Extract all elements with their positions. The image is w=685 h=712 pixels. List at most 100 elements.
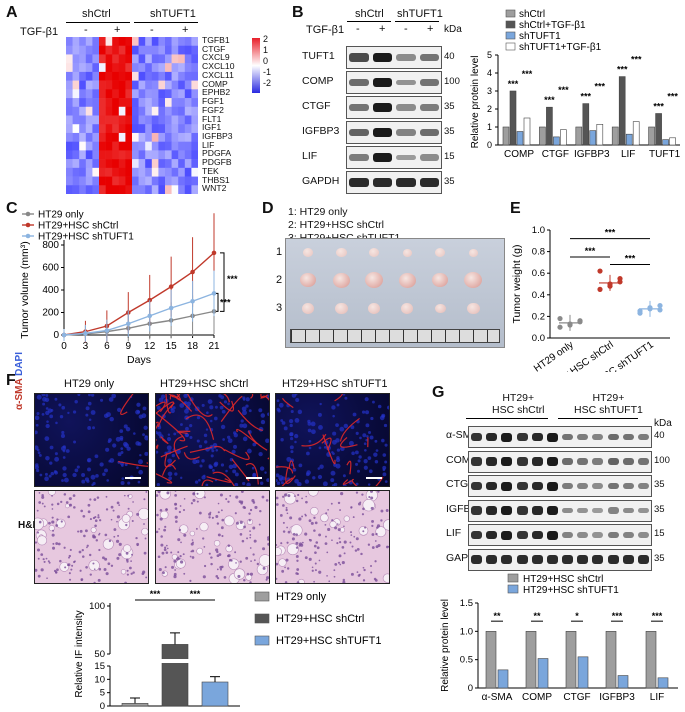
heatmap-cell bbox=[158, 106, 166, 116]
nucleus bbox=[267, 538, 269, 541]
nucleus bbox=[365, 438, 368, 442]
bar bbox=[617, 675, 629, 689]
nucleus bbox=[73, 440, 77, 444]
nucleus bbox=[37, 574, 41, 578]
sma-fiber bbox=[285, 467, 296, 484]
heatmap-cell bbox=[191, 54, 198, 64]
nucleus bbox=[208, 516, 211, 519]
gland bbox=[137, 507, 148, 520]
nucleus bbox=[331, 405, 336, 410]
nucleus bbox=[160, 543, 164, 547]
nucleus bbox=[143, 523, 145, 525]
bar bbox=[575, 126, 583, 146]
bar bbox=[589, 130, 597, 146]
nucleus bbox=[105, 447, 110, 452]
heatmap-cell bbox=[99, 71, 106, 81]
panel-label-d: D bbox=[262, 200, 274, 217]
nucleus bbox=[324, 542, 328, 546]
nucleus bbox=[242, 423, 248, 429]
heatmap-cell bbox=[66, 37, 73, 47]
nucleus bbox=[214, 405, 218, 409]
heatmap-cell bbox=[165, 54, 172, 64]
nucleus bbox=[286, 541, 289, 544]
nucleus bbox=[74, 468, 79, 473]
nucleus bbox=[143, 498, 146, 501]
panel-label-e: E bbox=[510, 200, 521, 217]
gland bbox=[189, 530, 196, 537]
nucleus bbox=[57, 542, 61, 546]
sma-fiber bbox=[177, 430, 191, 434]
significance-mark: *** bbox=[227, 274, 238, 284]
nucleus bbox=[332, 431, 337, 436]
nucleus bbox=[308, 557, 312, 561]
nucleus bbox=[262, 547, 266, 551]
nucleus bbox=[174, 491, 177, 492]
heatmap-cell bbox=[171, 167, 179, 177]
nucleus bbox=[336, 403, 340, 407]
nucleus bbox=[173, 575, 177, 579]
heatmap-cell bbox=[105, 54, 113, 64]
nucleus bbox=[156, 430, 158, 435]
nucleus bbox=[381, 438, 385, 443]
heatmap-cell bbox=[165, 115, 172, 125]
nucleus bbox=[213, 462, 218, 467]
nucleus bbox=[239, 533, 243, 536]
y-axis-label: Relative protein level bbox=[470, 56, 481, 149]
sma-fiber bbox=[267, 457, 269, 460]
nucleus bbox=[170, 551, 173, 554]
heatmap-cell bbox=[99, 141, 106, 151]
he-image-ht29 bbox=[34, 490, 149, 584]
heatmap-cell bbox=[118, 45, 126, 55]
legend-label: HT29+HSC shTUFT1 bbox=[523, 585, 619, 596]
nucleus bbox=[387, 405, 389, 410]
nucleus bbox=[234, 512, 237, 515]
heatmap-cell bbox=[145, 132, 153, 142]
blot-g-bracket bbox=[558, 418, 638, 419]
nucleus bbox=[219, 568, 222, 571]
nucleus bbox=[86, 544, 89, 547]
heatmap-cell bbox=[72, 71, 80, 81]
heatmap-cell bbox=[118, 37, 126, 47]
heatmap-cell bbox=[151, 54, 159, 64]
blot-kda-marker: 15 bbox=[444, 150, 455, 162]
heatmap-cell bbox=[138, 80, 146, 90]
heatmap-cell bbox=[171, 89, 179, 99]
heatmap-cell bbox=[105, 45, 113, 55]
nucleus bbox=[276, 478, 278, 483]
heatmap-gene-label: IGFBP3 bbox=[202, 130, 233, 141]
nucleus bbox=[351, 545, 354, 548]
significance-mark: *** bbox=[220, 297, 231, 307]
nucleus bbox=[306, 470, 311, 475]
heatmap-cell bbox=[112, 132, 120, 142]
blot-g-unit: kDa bbox=[654, 418, 672, 429]
heatmap-cell bbox=[79, 167, 87, 177]
heatmap-cell bbox=[79, 54, 87, 64]
nucleus bbox=[249, 534, 252, 536]
heatmap-cell bbox=[138, 141, 146, 151]
significance-mark: ** bbox=[493, 611, 501, 621]
heatmap-cell bbox=[151, 63, 159, 73]
nucleus bbox=[371, 533, 375, 536]
nucleus bbox=[56, 518, 59, 521]
heatmap-cell bbox=[79, 185, 87, 194]
nucleus bbox=[296, 572, 299, 575]
heatmap-cell bbox=[184, 132, 192, 142]
nucleus bbox=[241, 539, 245, 543]
heatmap-cell bbox=[158, 185, 166, 194]
heatmap-cell bbox=[171, 106, 179, 116]
nucleus bbox=[131, 553, 133, 556]
nucleus bbox=[252, 442, 257, 447]
heatmap-gene-label: CTGF bbox=[202, 43, 226, 54]
tick-label: 21 bbox=[208, 341, 220, 352]
nucleus bbox=[305, 495, 308, 498]
data-point bbox=[597, 286, 603, 292]
nucleus bbox=[158, 528, 160, 530]
nucleus bbox=[342, 580, 346, 583]
blot-band bbox=[577, 482, 589, 490]
nucleus bbox=[166, 547, 169, 550]
heatmap-cell bbox=[191, 106, 198, 116]
heatmap-cell bbox=[132, 159, 139, 169]
blot-band bbox=[471, 432, 483, 442]
heatmap-cell bbox=[138, 106, 146, 116]
heatmap-cell bbox=[125, 132, 133, 142]
